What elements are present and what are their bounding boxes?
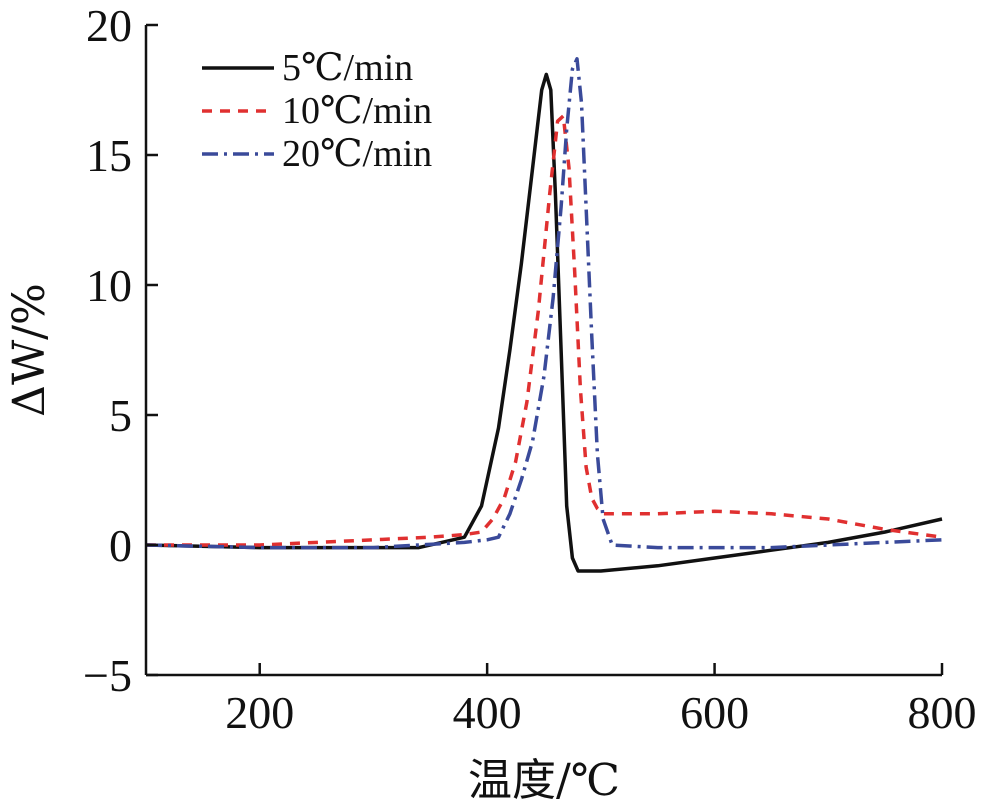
y-tick-label: 20 — [86, 0, 132, 51]
x-axis-title: 温度/℃ — [468, 755, 620, 805]
x-tick-label: 600 — [680, 687, 749, 738]
y-tick-label: −5 — [83, 650, 132, 701]
series-line-2 — [145, 57, 943, 550]
x-tick-label: 200 — [225, 687, 294, 738]
legend-label-0: 5℃/min — [282, 47, 413, 89]
y-axis-title: ΔW/% — [4, 283, 55, 417]
axes — [144, 25, 942, 677]
plot-area — [145, 57, 943, 573]
legend-label-1: 10℃/min — [282, 90, 432, 132]
x-tick-label: 800 — [908, 687, 977, 738]
series-line-1 — [146, 114, 943, 547]
x-tick-label: 400 — [453, 687, 522, 738]
y-tick-label: 0 — [109, 520, 132, 571]
legend-label-2: 20℃/min — [282, 133, 432, 175]
y-tick-label: 10 — [86, 260, 132, 311]
y-axis-ticks: −5 0 5 10 15 20 — [83, 0, 158, 701]
y-tick-label: 15 — [86, 130, 132, 181]
y-tick-label: 5 — [109, 390, 132, 441]
x-axis-ticks: 200 400 600 800 — [225, 663, 977, 738]
series-line-0 — [145, 72, 943, 573]
